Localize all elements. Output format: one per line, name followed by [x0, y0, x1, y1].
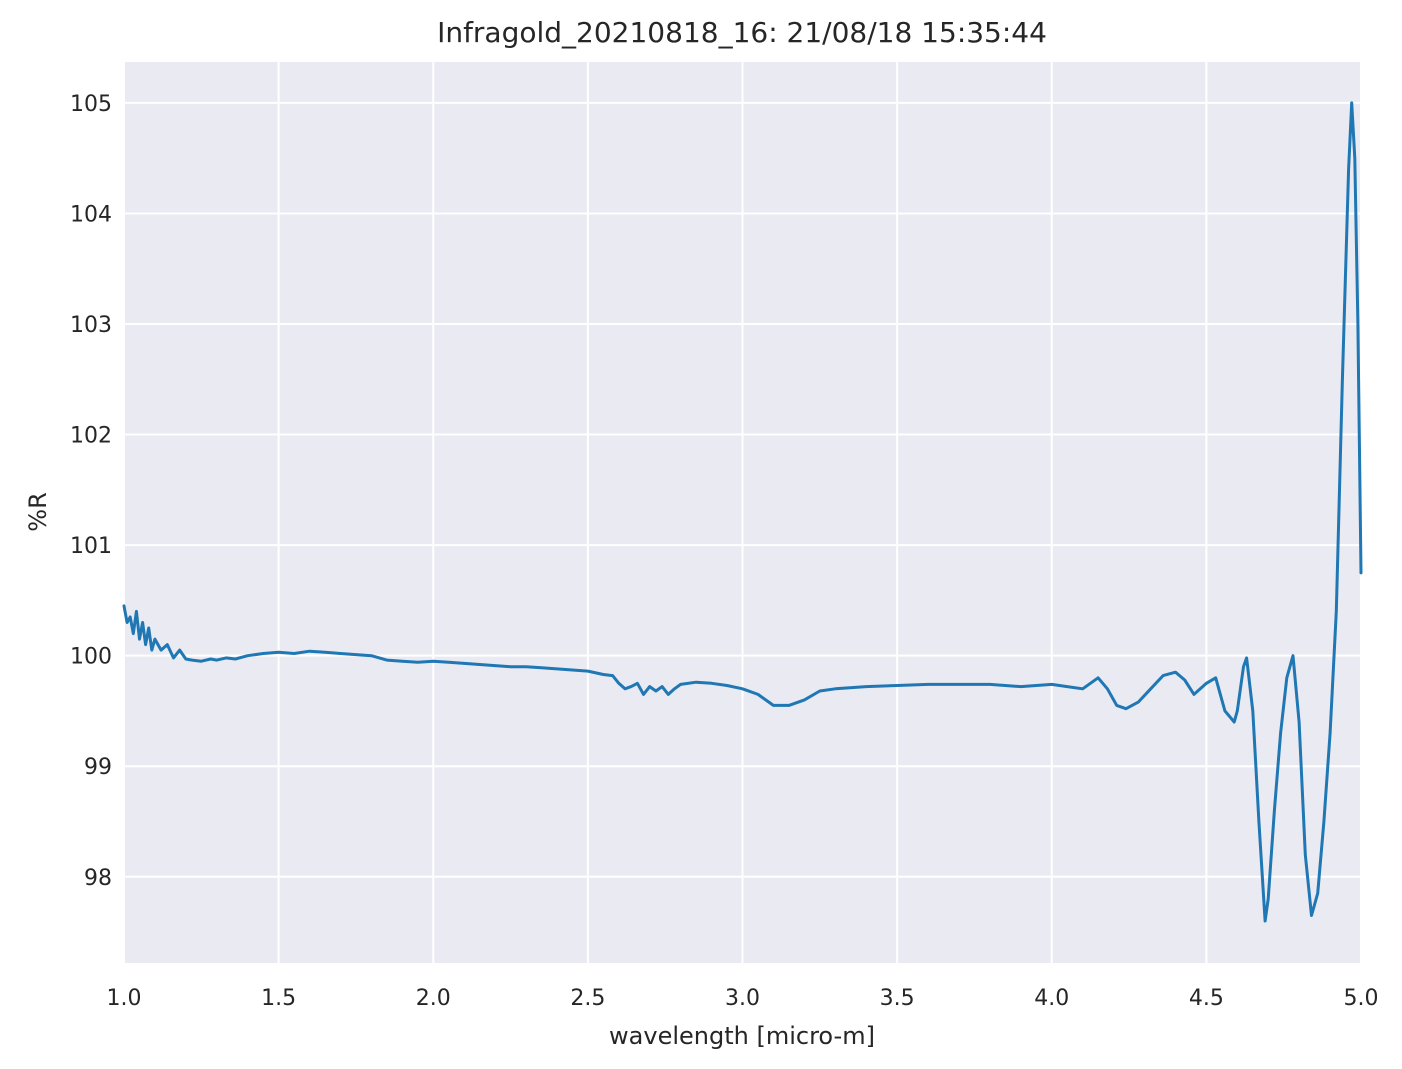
y-gridlines	[124, 101, 1361, 878]
x-tick-label: 1.5	[261, 986, 296, 1011]
y-tick-labels: 98 99 100 101 102 103 104 105	[70, 92, 112, 891]
reflectance-series-line	[122, 101, 1363, 923]
y-tick-label: 103	[70, 313, 112, 338]
x-tick-label: 2.0	[416, 986, 451, 1011]
chart-title: Infragold_20210818_16: 21/08/18 15:35:44	[437, 16, 1047, 49]
x-tick-labels: 1.0 1.5 2.0 2.5 3.0 3.5 4.0 4.5 5.0	[107, 986, 1379, 1011]
x-gridlines	[123, 62, 1362, 963]
x-tick-label: 2.5	[570, 986, 605, 1011]
y-tick-label: 102	[70, 424, 112, 449]
x-tick-label: 5.0	[1344, 986, 1379, 1011]
x-tick-label: 3.0	[725, 986, 760, 1011]
x-tick-label: 4.5	[1189, 986, 1224, 1011]
x-tick-label: 3.5	[880, 986, 915, 1011]
y-tick-label: 104	[70, 202, 112, 227]
y-tick-label: 98	[84, 866, 112, 891]
y-tick-label: 101	[70, 534, 112, 559]
x-tick-label: 1.0	[107, 986, 142, 1011]
y-axis-label: %R	[24, 492, 52, 531]
y-tick-label: 105	[70, 92, 112, 117]
x-tick-label: 4.0	[1034, 986, 1069, 1011]
y-tick-label: 100	[70, 645, 112, 670]
y-tick-label: 99	[84, 755, 112, 780]
x-axis-label: wavelength [micro-m]	[609, 1022, 875, 1050]
